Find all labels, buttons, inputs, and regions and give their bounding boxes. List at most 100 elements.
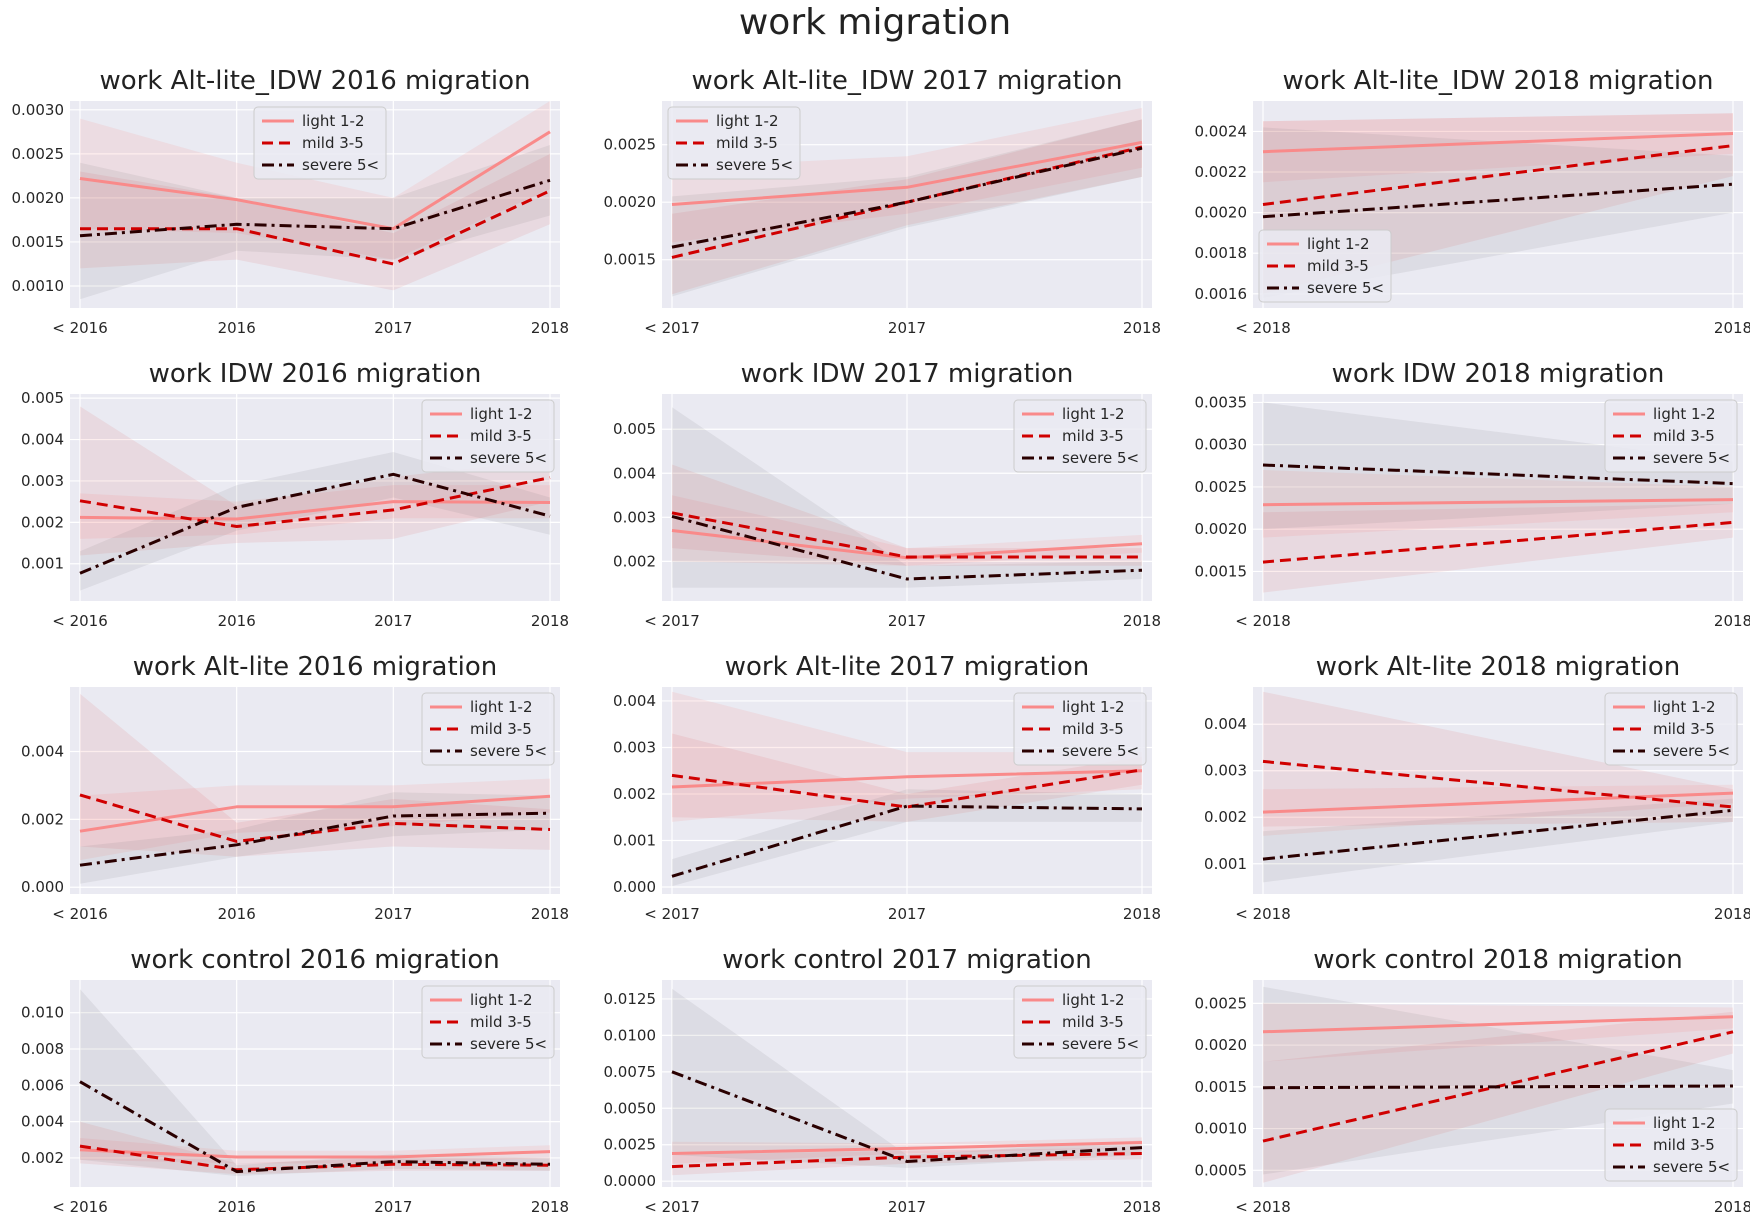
series-line-light [671,1141,1143,1155]
legend: light 1-2 mild 3-5 severe 5< [421,399,555,473]
confidence-band-severe [672,789,1142,887]
y-tick-label: 0.002 [613,785,656,803]
y-tick-label: 0.003 [613,508,656,526]
y-tick-label: 0.0020 [12,189,65,207]
confidence-band-mild [672,464,1142,566]
legend-label: mild 3-5 [716,134,778,152]
y-tick-label: 0.003 [613,738,656,756]
confidence-band-severe [80,989,550,1177]
x-tick-label: 2018 [1123,319,1161,337]
chart-title: work control 2017 migration [722,945,1091,975]
y-tick-label: 0.0050 [604,1099,657,1117]
series-line-mild [79,1144,551,1172]
series-line-light [79,1148,551,1159]
series-line-severe [79,811,551,867]
legend-label: light 1-2 [1653,1114,1716,1132]
legend-label: light 1-2 [1307,235,1370,253]
legend-box [1013,399,1147,473]
y-tick-label: 0.0030 [12,101,65,119]
y-tick-label: 0.0100 [604,1026,657,1044]
x-tick-label: 2018 [531,905,569,923]
legend-box [421,692,555,766]
legend: light 1-2 mild 3-5 severe 5< [1604,399,1738,473]
series-line-light [671,140,1143,206]
x-tick-label: 2016 [218,612,256,630]
x-tick-label: 2018 [1123,905,1161,923]
x-tick-label: 2017 [888,1198,926,1216]
series-line-severe [1262,808,1734,861]
x-tick-label: 2016 [218,905,256,923]
y-tick-label: 0.0020 [1195,520,1248,538]
y-tick-label: 0.005 [613,420,656,438]
chart-panel: 0.001 0.002 0.003 0.004 < 2018 2018 work Alt-l… [1204,652,1750,923]
legend-label: severe 5< [1062,1035,1139,1053]
x-tick-label: < 2016 [52,319,108,337]
x-tick-label: 2018 [531,612,569,630]
chart-title: work Alt-lite 2017 migration [725,652,1090,682]
series-line-mild [671,768,1143,809]
y-tick-label: 0.003 [1204,762,1247,780]
y-tick-label: 0.0030 [1195,436,1248,454]
x-tick-label: 2016 [218,319,256,337]
chart-title: work Alt-lite_IDW 2016 migration [100,66,531,96]
legend: light 1-2 mild 3-5 severe 5< [1013,985,1147,1059]
confidence-band-mild [1263,691,1733,827]
y-tick-label: 0.002 [1204,808,1247,826]
y-tick-label: 0.004 [613,464,656,482]
y-tick-label: 0.0020 [1195,1036,1248,1054]
legend-label: severe 5< [1653,1158,1730,1176]
legend-label: mild 3-5 [1307,257,1369,275]
chart-panel: 0.002 0.003 0.004 0.005 < 2017 2017 2018 work I… [613,359,1161,630]
y-tick-label: 0.0025 [12,145,65,163]
y-tick-label: 0.001 [1204,855,1247,873]
legend-box [421,985,555,1059]
series-line-severe [671,146,1143,249]
legend-label: severe 5< [716,156,793,174]
legend-label: mild 3-5 [1062,1013,1124,1031]
chart-title: work IDW 2016 migration [149,359,482,389]
y-tick-label: 0.003 [21,472,64,490]
legend: light 1-2 mild 3-5 severe 5< [1013,399,1147,473]
y-tick-label: 0.0075 [604,1063,657,1081]
legend-label: severe 5< [1062,742,1139,760]
chart-panel: 0.0015 0.0020 0.0025 < 2017 2017 2018 work Alt… [604,66,1162,337]
chart-title: work Alt-lite_IDW 2017 migration [692,66,1123,96]
y-tick-label: 0.0010 [12,277,65,295]
series-line-light [79,500,551,521]
legend-label: mild 3-5 [470,1013,532,1031]
y-tick-label: 0.0125 [604,990,657,1008]
legend: light 1-2 mild 3-5 severe 5< [253,106,387,180]
x-tick-label: 2018 [531,319,569,337]
x-tick-label: 2018 [1714,905,1750,923]
y-tick-label: 0.0005 [1195,1161,1248,1179]
legend-label: light 1-2 [470,991,533,1009]
legend-label: light 1-2 [470,405,533,423]
legend-label: light 1-2 [302,112,365,130]
confidence-band-mild [80,153,550,291]
legend-label: mild 3-5 [1653,427,1715,445]
legend-label: light 1-2 [1062,405,1125,423]
x-tick-label: < 2016 [52,1198,108,1216]
y-tick-label: 0.010 [21,1004,64,1022]
y-tick-label: 0.0035 [1195,393,1248,411]
y-tick-label: 0.0016 [1195,285,1248,303]
y-tick-label: 0.002 [21,810,64,828]
legend-label: mild 3-5 [302,134,364,152]
series-line-mild [671,1152,1143,1169]
y-tick-label: 0.0010 [1195,1120,1248,1138]
y-tick-label: 0.0022 [1195,163,1248,181]
y-tick-label: 0.0018 [1195,244,1248,262]
chart-panel: 0.0015 0.0020 0.0025 0.0030 0.0035 < 2018 2018… [1195,359,1750,630]
x-tick-label: 2018 [1714,1198,1750,1216]
confidence-band-severe [80,452,550,591]
legend-box [667,106,801,180]
series-line-light [79,794,551,833]
chart-panel: 0.0016 0.0018 0.0020 0.0022 0.0024 < 2018 2018… [1195,66,1750,337]
series-line-mild [1262,144,1734,206]
confidence-band-severe [80,145,550,300]
y-tick-label: 0.006 [21,1076,64,1094]
series-line-severe [79,178,551,238]
x-tick-label: < 2017 [644,905,700,923]
x-tick-label: 2017 [374,1198,412,1216]
legend-label: severe 5< [1062,449,1139,467]
